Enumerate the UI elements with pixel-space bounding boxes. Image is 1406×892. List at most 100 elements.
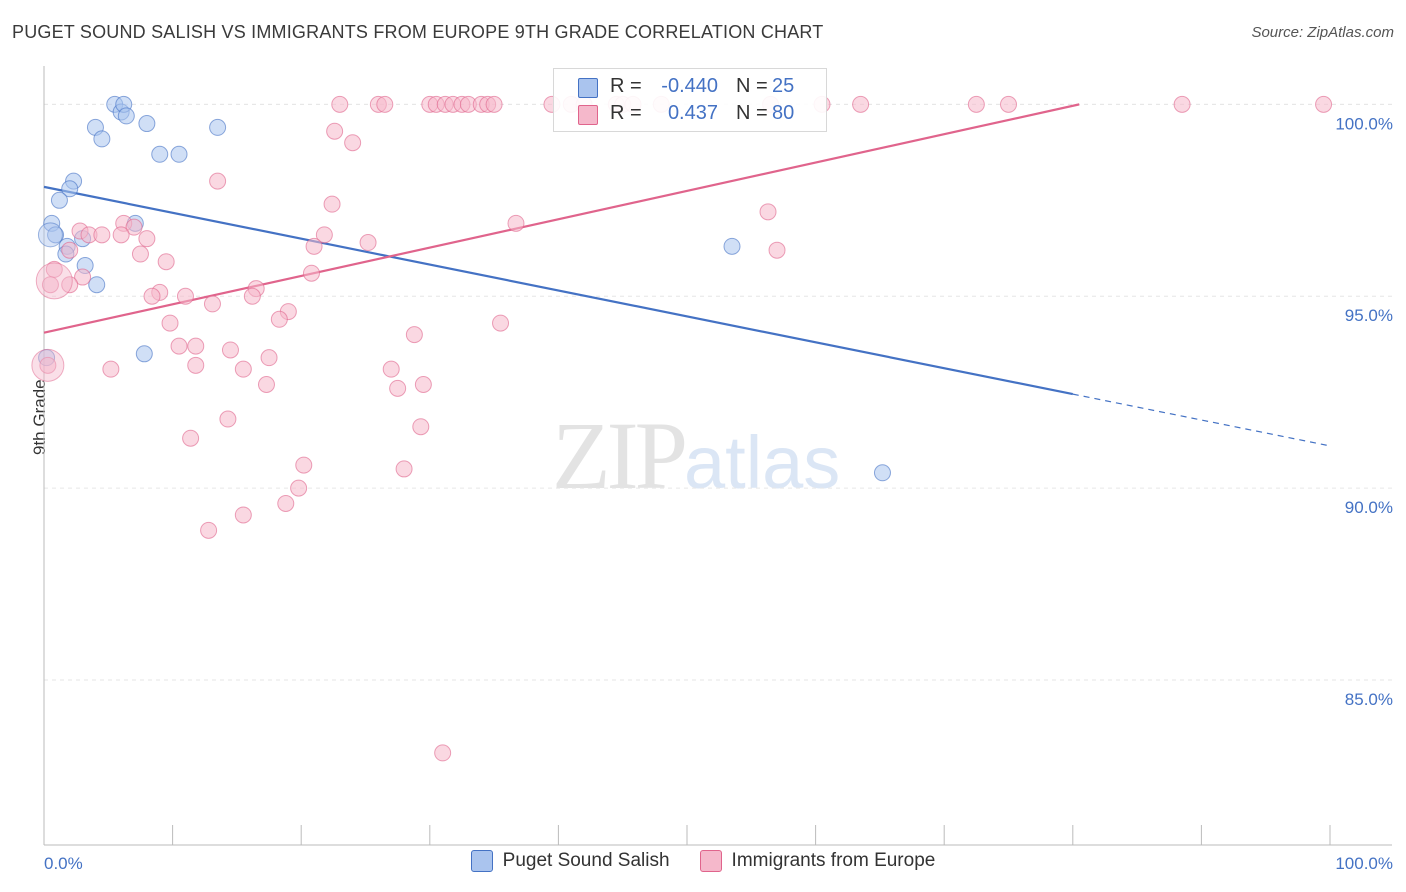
point-europe: [414, 376, 432, 394]
point-europe: [315, 226, 333, 244]
watermark: ZIPatlas: [552, 400, 840, 511]
grid: [44, 103, 1392, 681]
legend-item-europe[interactable]: Immigrants from Europe: [699, 850, 935, 872]
point-europe: [395, 460, 413, 478]
point-europe: [243, 287, 261, 305]
point-europe: [170, 337, 188, 355]
point-europe: [203, 295, 221, 313]
point-europe: [1173, 95, 1191, 113]
point-europe: [138, 230, 156, 248]
point-europe: [295, 456, 313, 474]
point-salish: [135, 345, 153, 363]
point-salish: [88, 276, 106, 294]
y-tick-label: 85.0%: [1345, 690, 1393, 709]
point-europe: [302, 264, 320, 282]
point-salish: [151, 145, 169, 163]
legend: Puget Sound Salish Immigrants from Europ…: [0, 850, 1406, 872]
trend-line-salish: [43, 185, 1074, 396]
point-bubble: [31, 348, 65, 382]
point-europe: [93, 226, 111, 244]
point-europe: [1315, 95, 1333, 113]
point-europe: [405, 326, 423, 344]
point-europe: [143, 287, 161, 305]
x-tick-label: 100.0%: [1335, 854, 1393, 873]
point-europe: [260, 349, 278, 367]
r-label: R =: [610, 102, 642, 124]
chart-title: PUGET SOUND SALISH VS IMMIGRANTS FROM EU…: [12, 22, 824, 42]
watermark-zip: ZIP: [552, 402, 688, 509]
point-salish: [117, 107, 135, 125]
n-value: 80: [772, 102, 795, 124]
watermark-atlas: atlas: [684, 421, 841, 504]
point-salish: [93, 130, 111, 148]
point-europe: [61, 276, 79, 294]
point-europe: [389, 379, 407, 397]
x-tick-label: 0.0%: [44, 854, 83, 873]
legend-label-salish: Puget Sound Salish: [502, 850, 670, 871]
legend-item-salish[interactable]: Puget Sound Salish: [470, 850, 670, 872]
point-europe: [161, 314, 179, 332]
point-europe: [852, 95, 870, 113]
n-label: N =: [736, 102, 768, 124]
point-europe: [157, 253, 175, 271]
n-value: 25: [772, 75, 795, 97]
point-europe: [221, 341, 239, 359]
n-label: N =: [736, 75, 768, 97]
point-europe: [326, 122, 344, 140]
point-europe: [187, 337, 205, 355]
point-europe: [39, 356, 57, 374]
trend-line-europe: [43, 103, 1080, 334]
point-europe: [234, 360, 252, 378]
stats-row-salish: R = -0.440 N = 25: [554, 73, 826, 101]
point-europe: [187, 356, 205, 374]
point-europe: [182, 429, 200, 447]
point-europe: [359, 234, 377, 252]
stats-box: R = -0.440 N = 25 R = 0.437 N = 80: [553, 68, 827, 132]
point-europe: [768, 241, 786, 259]
point-europe: [376, 95, 394, 113]
y-tick-label: 100.0%: [1335, 114, 1393, 133]
point-europe: [759, 203, 777, 221]
point-europe: [234, 506, 252, 524]
point-europe: [176, 287, 194, 305]
source-label: Source: ZipAtlas.com: [1251, 24, 1394, 41]
stats-swatch-pink: [578, 105, 598, 125]
point-salish: [170, 145, 188, 163]
point-bubble: [35, 262, 73, 300]
point-salish: [209, 118, 227, 136]
trend-lines: [43, 103, 1331, 447]
point-europe: [102, 360, 120, 378]
r-label: R =: [610, 75, 642, 97]
legend-swatch-blue: [470, 850, 493, 872]
point-europe: [200, 521, 218, 539]
stats-swatch-blue: [578, 78, 598, 98]
data-points: [31, 95, 1333, 762]
r-value: -0.440: [661, 75, 718, 97]
point-europe: [219, 410, 237, 428]
point-europe: [967, 95, 985, 113]
point-europe: [209, 172, 227, 190]
point-salish: [138, 115, 156, 133]
point-europe: [382, 360, 400, 378]
r-value: 0.437: [667, 102, 718, 124]
point-europe: [412, 418, 430, 436]
point-europe: [74, 268, 92, 286]
axes: [43, 66, 1392, 846]
point-europe: [344, 134, 362, 152]
point-europe: [290, 479, 308, 497]
point-europe: [507, 214, 525, 232]
point-europe: [61, 241, 79, 259]
point-europe: [492, 314, 510, 332]
y-tick-label: 95.0%: [1345, 306, 1393, 325]
point-europe: [323, 195, 341, 213]
point-salish: [61, 180, 79, 198]
point-salish: [47, 226, 65, 244]
point-europe: [257, 376, 275, 394]
legend-swatch-pink: [699, 850, 722, 872]
trend-line-salish-extension: [1072, 393, 1331, 447]
point-europe: [41, 276, 59, 294]
point-europe: [270, 310, 288, 328]
point-salish: [723, 237, 741, 255]
point-europe: [112, 226, 130, 244]
